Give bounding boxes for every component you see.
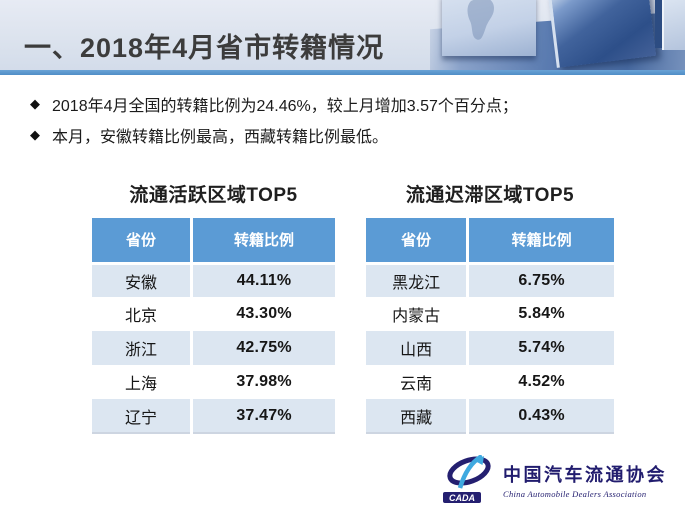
cada-acronym: CADA: [449, 493, 475, 503]
province-cell: 辽宁: [92, 399, 194, 433]
province-cell: 内蒙古: [366, 297, 470, 331]
diamond-bullet-icon: ◆: [30, 127, 40, 142]
province-cell: 山西: [366, 331, 470, 365]
column-header: 转籍比例: [467, 218, 614, 265]
diamond-bullet-icon: ◆: [30, 96, 40, 111]
bullet-item: ◆ 2018年4月全国的转籍比例为24.46%，较上月增加3.57个百分点；: [30, 88, 518, 119]
table-row: 北京 43.30%: [92, 297, 335, 331]
world-map-icon: [467, 0, 494, 40]
ratio-cell: 37.98%: [236, 373, 292, 390]
cubes-decoration: [430, 0, 685, 70]
ratio-cell: 6.75%: [518, 271, 565, 289]
table-title: 流通迟滞区域TOP5: [405, 185, 575, 206]
table-row: 辽宁 37.47%: [92, 399, 335, 433]
sluggish-regions-table: 省份 转籍比例 黑龙江 6.75% 内蒙古 5.84% 山西 5.74% 云南 4.52% 西藏 0…: [366, 218, 614, 434]
cube-edge-graphic: [655, 0, 662, 48]
table-row: 西藏 0.43%: [366, 399, 614, 433]
table-row: 山西 5.74%: [366, 331, 614, 365]
org-name-english: China Automobile Dealers Association: [503, 489, 647, 499]
ratio-cell: 37.47%: [236, 406, 292, 424]
table-row: 云南 4.52%: [366, 365, 614, 399]
ratio-cell: 44.11%: [236, 271, 292, 289]
province-cell: 浙江: [92, 331, 194, 365]
active-regions-table-section: 流通活跃区域TOP5 省份 转籍比例 安徽 44.11% 北京 43.30% 浙江 42.7…: [92, 182, 335, 434]
table-header-row: 省份 转籍比例: [366, 218, 614, 265]
bullet-text: 本月，安徽转籍比例最高，西藏转籍比例最低。: [52, 128, 389, 146]
table-row: 安徽 44.11%: [92, 263, 335, 297]
bullet-list: ◆ 2018年4月全国的转籍比例为24.46%，较上月增加3.57个百分点； ◆…: [30, 88, 518, 150]
province-cell: 安徽: [92, 263, 194, 297]
cada-logo: CADA 中国汽车流通协会 China Automobile Dealers A…: [442, 455, 667, 505]
cada-emblem-icon: CADA: [443, 455, 491, 503]
bullet-text: 2018年4月全国的转籍比例为24.46%，较上月增加3.57个百分点；: [52, 97, 518, 115]
sluggish-regions-table-section: 流通迟滞区域TOP5 省份 转籍比例 黑龙江 6.75% 内蒙古 5.84% 山西 5.74…: [366, 182, 614, 434]
globe-cube-icon: [442, 0, 536, 56]
column-header: 省份: [92, 218, 194, 265]
province-cell: 北京: [92, 297, 194, 331]
province-cell: 上海: [92, 365, 194, 399]
table-row: 上海 37.98%: [92, 365, 335, 399]
ratio-cell: 42.75%: [236, 339, 292, 356]
province-cell: 西藏: [366, 399, 470, 433]
slide-title: 一、2018年4月省市转籍情况: [24, 33, 385, 63]
table-title: 流通活跃区域TOP5: [129, 185, 298, 206]
table-header-row: 省份 转籍比例: [92, 218, 335, 265]
bullet-item: ◆ 本月，安徽转籍比例最高，西藏转籍比例最低。: [30, 119, 518, 150]
logo-text-block: 中国汽车流通协会 China Automobile Dealers Associ…: [503, 461, 667, 499]
province-cell: 云南: [366, 365, 470, 399]
table-row: 浙江 42.75%: [92, 331, 335, 365]
org-name-chinese: 中国汽车流通协会: [503, 465, 667, 485]
ratio-cell: 0.43%: [518, 406, 565, 424]
header-accent-line: [0, 70, 685, 75]
column-header: 转籍比例: [191, 218, 335, 265]
ratio-cell: 5.74%: [518, 339, 565, 356]
ratio-cell: 5.84%: [518, 305, 565, 322]
active-regions-table: 省份 转籍比例 安徽 44.11% 北京 43.30% 浙江 42.75% 上海 37.98% 辽…: [92, 218, 335, 434]
ratio-cell: 43.30%: [236, 305, 292, 322]
ratio-cell: 4.52%: [518, 373, 565, 390]
table-row: 内蒙古 5.84%: [366, 297, 614, 331]
province-cell: 黑龙江: [366, 263, 470, 297]
table-row: 黑龙江 6.75%: [366, 263, 614, 297]
slide-header: 一、2018年4月省市转籍情况: [0, 0, 685, 70]
light-cube-icon: [662, 0, 685, 50]
column-header: 省份: [366, 218, 470, 265]
